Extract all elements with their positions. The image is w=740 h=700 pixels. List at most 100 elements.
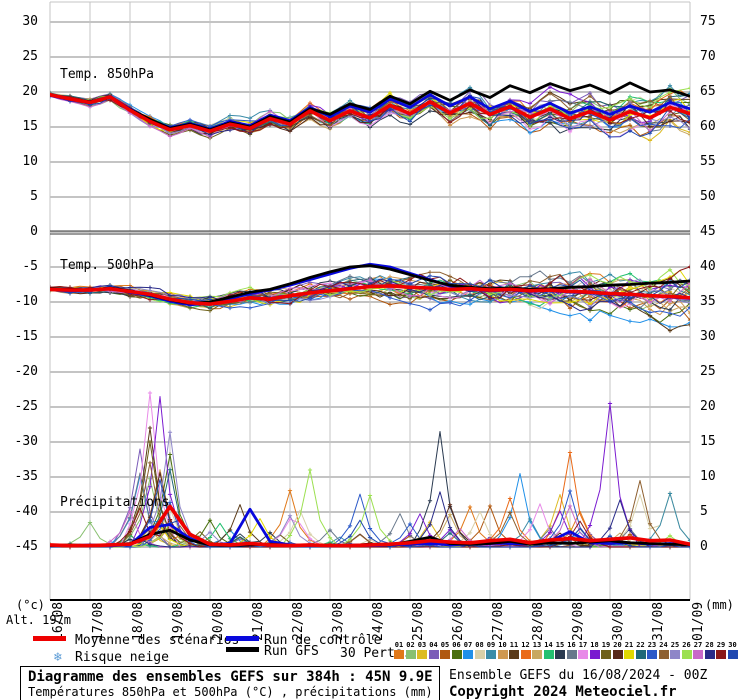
- left-tick--10: -10: [14, 294, 38, 309]
- right-tick-5: 5: [700, 504, 708, 519]
- pert-swatch-20: [612, 650, 623, 659]
- date-label-28-08: 28/08: [531, 601, 546, 641]
- pert-swatch-29: [716, 650, 726, 659]
- pert-swatch-21: [624, 650, 634, 659]
- pert-number-04: 04: [429, 641, 438, 649]
- right-tick-60: 60: [700, 119, 716, 134]
- pert-swatch-23: [647, 650, 657, 659]
- right-tick-10: 10: [700, 469, 716, 484]
- left-tick-5: 5: [30, 189, 38, 204]
- pert-number-03: 03: [417, 641, 427, 649]
- ensemble-chart: [49, 1, 691, 601]
- pert-number-12: 12: [521, 641, 530, 649]
- pert-number-21: 21: [624, 641, 634, 649]
- pert-number-06: 06: [452, 641, 461, 649]
- pert-swatch-27: [693, 650, 703, 659]
- pert-swatch-28: [704, 650, 715, 659]
- pert-swatch-04: [428, 650, 439, 659]
- right-tick-35: 35: [700, 294, 716, 309]
- pert-swatch-15: [555, 650, 565, 659]
- control-legend-label: Run de contrôle: [264, 633, 382, 648]
- chart-title: Diagramme des ensembles GEFS sur 384h : …: [28, 669, 433, 685]
- chart-subtitle: Températures 850hPa et 500hPa (°C) , pré…: [28, 685, 433, 699]
- pert-number-19: 19: [601, 641, 611, 649]
- right-tick-20: 20: [700, 399, 716, 414]
- right-tick-65: 65: [700, 84, 716, 99]
- pert-number-26: 26: [682, 641, 691, 649]
- pert-swatch-25: [670, 650, 680, 659]
- right-axis-unit: (mm): [705, 598, 734, 612]
- left-tick-25: 25: [22, 49, 38, 64]
- snow-risk-label: Risque neige: [75, 650, 169, 665]
- pert-swatch-09: [486, 650, 496, 659]
- gfs-line-swatch: [226, 647, 259, 652]
- run-info: Ensemble GEFS du 16/08/2024 - 00Z: [449, 668, 708, 683]
- panel-label-850: Temp. 850hPa: [60, 67, 154, 82]
- left-tick--5: -5: [22, 259, 38, 274]
- panel-label-precip: Précipitations: [60, 495, 170, 510]
- date-label-30-08: 30/08: [611, 601, 626, 641]
- pert-swatch-14: [543, 650, 554, 659]
- mean-legend-label: Moyenne des scénarios: [75, 633, 240, 648]
- pert-swatch-08: [474, 650, 485, 659]
- right-tick-75: 75: [700, 14, 716, 29]
- mean-line-swatch: [33, 636, 66, 641]
- control-line-swatch: [226, 636, 259, 641]
- pert-number-17: 17: [578, 641, 588, 649]
- altitude-label: Alt. 197m: [6, 613, 72, 627]
- pert-swatch-01: [394, 650, 404, 659]
- pert-number-20: 20: [613, 641, 622, 649]
- pert-number-08: 08: [475, 641, 484, 649]
- left-tick-10: 10: [22, 154, 38, 169]
- left-tick--25: -25: [14, 399, 38, 414]
- left-tick--30: -30: [14, 434, 38, 449]
- date-label-26-08: 26/08: [451, 601, 466, 641]
- right-tick-25: 25: [700, 364, 716, 379]
- left-tick--35: -35: [14, 469, 38, 484]
- pert-swatch-07: [463, 650, 473, 659]
- left-tick-30: 30: [22, 14, 38, 29]
- pert-number-30: 30: [728, 641, 737, 649]
- pert-number-09: 09: [486, 641, 496, 649]
- right-tick-55: 55: [700, 154, 716, 169]
- pert-swatch-18: [589, 650, 600, 659]
- panel-label-500: Temp. 500hPa: [60, 258, 154, 273]
- pert-swatch-16: [566, 650, 577, 659]
- left-tick--45: -45: [14, 539, 38, 554]
- date-label-25-08: 25/08: [411, 601, 426, 641]
- pert-number-15: 15: [555, 641, 565, 649]
- right-tick-50: 50: [700, 189, 716, 204]
- title-box: Diagramme des ensembles GEFS sur 384h : …: [20, 666, 440, 700]
- pert-swatch-13: [532, 650, 542, 659]
- left-axis-unit: (°c): [16, 598, 45, 612]
- pert-number-16: 16: [567, 641, 576, 649]
- pert-number-29: 29: [716, 641, 726, 649]
- pert-number-28: 28: [705, 641, 714, 649]
- left-tick--15: -15: [14, 329, 38, 344]
- perts-count-label: 30 Perts.: [340, 646, 411, 661]
- left-tick--40: -40: [14, 504, 38, 519]
- right-tick-70: 70: [700, 49, 716, 64]
- right-tick-15: 15: [700, 434, 716, 449]
- pert-number-01: 01: [394, 641, 404, 649]
- right-tick-40: 40: [700, 259, 716, 274]
- pert-swatch-03: [417, 650, 427, 659]
- pert-swatch-24: [658, 650, 669, 659]
- pert-number-27: 27: [693, 641, 703, 649]
- pert-number-24: 24: [659, 641, 668, 649]
- pert-swatch-02: [405, 650, 416, 659]
- pert-number-02: 02: [406, 641, 415, 649]
- snowflake-icon: ❄: [54, 650, 62, 665]
- pert-number-18: 18: [590, 641, 599, 649]
- pert-number-23: 23: [647, 641, 657, 649]
- date-label-31-08: 31/08: [651, 601, 666, 641]
- pert-number-11: 11: [509, 641, 519, 649]
- pert-swatch-11: [509, 650, 519, 659]
- gfs-legend-label: Run GFS: [264, 644, 319, 659]
- date-label-29-08: 29/08: [571, 601, 586, 641]
- left-tick-0: 0: [30, 224, 38, 239]
- pert-number-05: 05: [440, 641, 450, 649]
- pert-number-13: 13: [532, 641, 542, 649]
- pert-swatch-22: [635, 650, 646, 659]
